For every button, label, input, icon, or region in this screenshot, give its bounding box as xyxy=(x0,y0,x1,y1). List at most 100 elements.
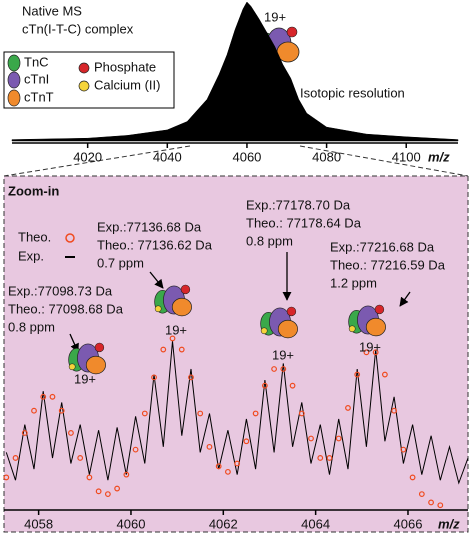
legend-box xyxy=(3,51,175,109)
theo-point xyxy=(345,405,351,411)
charge-label: 19+ xyxy=(359,339,381,354)
theo-point xyxy=(58,407,65,414)
theo-point xyxy=(400,446,407,453)
theo-point xyxy=(123,471,130,478)
theo-point xyxy=(409,474,416,481)
mass-annotation: Theo.: 77216.59 Da xyxy=(330,257,446,272)
theo-point xyxy=(363,349,370,356)
x-tick-label: 4060 xyxy=(232,149,261,164)
theo-point xyxy=(12,455,19,461)
legend-label: Calcium (II) xyxy=(94,77,160,92)
charge-label: 19+ xyxy=(165,322,187,337)
panel-title: Zoom-in xyxy=(8,183,59,198)
x-tick-label: 4100 xyxy=(392,149,421,164)
annotation: Native MS xyxy=(22,3,82,18)
theo-point xyxy=(289,382,296,389)
theo-point xyxy=(197,410,204,417)
x-axis-label: m/z xyxy=(438,516,460,531)
annotation: cTn(I-T-C) complex xyxy=(22,21,134,36)
zoom-connector xyxy=(299,145,469,177)
theo-point xyxy=(391,407,398,414)
legend-swatch xyxy=(7,71,21,89)
x-tick-label: 4062 xyxy=(209,516,238,531)
theo-point xyxy=(215,463,222,470)
theo-point xyxy=(160,346,167,353)
theo-point xyxy=(114,485,121,492)
legend-swatch xyxy=(7,89,21,107)
legend-swatch xyxy=(7,54,21,72)
theo-point xyxy=(3,474,10,481)
mass-annotation: Exp.:77136.68 Da xyxy=(97,219,202,234)
mass-annotation: Exp.:77098.73 Da xyxy=(8,283,113,298)
legend-label: TnC xyxy=(24,54,49,69)
legend-swatch xyxy=(78,62,90,74)
theo-point xyxy=(317,455,324,461)
theo-point xyxy=(95,488,102,495)
theo-point xyxy=(381,371,388,378)
legend-label: Theo. xyxy=(18,229,51,244)
theo-point xyxy=(188,374,194,381)
theo-point xyxy=(243,438,250,445)
theo-point xyxy=(252,410,259,417)
annotation: Isotopic resolution xyxy=(300,85,405,100)
x-tick-label: 4080 xyxy=(312,149,341,164)
mass-annotation: Theo.: 77098.68 Da xyxy=(8,301,124,316)
legend-swatch xyxy=(65,233,75,243)
theo-point xyxy=(418,491,425,498)
mass-annotation: 1.2 ppm xyxy=(330,275,377,290)
theo-point xyxy=(372,349,379,356)
theo-point xyxy=(326,455,333,461)
mass-annotation: 0.8 ppm xyxy=(246,233,293,248)
legend-label: Phosphate xyxy=(94,59,156,74)
theo-point xyxy=(428,499,434,506)
x-axis-label: m/z xyxy=(428,149,450,164)
x-tick-label: 4064 xyxy=(301,516,330,531)
theo-point xyxy=(132,446,139,453)
legend-label: cTnT xyxy=(24,89,54,104)
theo-point xyxy=(206,443,213,450)
theo-point xyxy=(86,474,93,481)
theo-point xyxy=(261,382,268,389)
x-tick-label: 4020 xyxy=(73,149,102,164)
theo-point xyxy=(151,374,157,381)
theo-point xyxy=(298,410,305,417)
mass-annotation: 0.7 ppm xyxy=(97,255,144,270)
mass-annotation: 0.8 ppm xyxy=(8,319,55,334)
x-tick-label: 4040 xyxy=(153,149,182,164)
x-tick-label: 4060 xyxy=(117,516,146,531)
theo-point xyxy=(169,335,176,342)
theo-point xyxy=(280,366,287,372)
theo-point xyxy=(234,460,241,467)
theo-point xyxy=(437,502,444,509)
theo-point xyxy=(40,393,47,400)
theo-point xyxy=(354,371,361,378)
charge-label: 19+ xyxy=(272,347,294,362)
legend-label: cTnI xyxy=(24,71,49,86)
x-tick-label: 4066 xyxy=(394,516,423,531)
spectrum-line xyxy=(5,341,469,485)
mass-annotation: Exp.:77178.70 Da xyxy=(246,197,351,212)
x-tick-label: 4058 xyxy=(24,516,53,531)
theo-point xyxy=(31,407,37,414)
arrow xyxy=(149,271,164,289)
mass-annotation: Theo.: 77178.64 Da xyxy=(246,215,362,230)
theo-point xyxy=(308,435,314,442)
theo-point xyxy=(141,410,148,417)
theo-point xyxy=(178,346,185,353)
theo-point xyxy=(104,491,111,498)
theo-point xyxy=(68,430,74,436)
legend-label: Exp. xyxy=(18,248,44,263)
arrow xyxy=(399,291,411,307)
mass-annotation: Theo.: 77136.62 Da xyxy=(97,237,213,252)
theo-point xyxy=(225,468,231,475)
annotation: 19+ xyxy=(264,9,286,24)
spectrum-area xyxy=(11,1,459,142)
theo-point xyxy=(335,435,342,442)
mass-annotation: Exp.:77216.68 Da xyxy=(330,239,435,254)
theo-point xyxy=(49,393,56,400)
theo-point xyxy=(77,455,84,461)
legend-swatch xyxy=(78,80,90,92)
theo-point xyxy=(271,366,277,372)
charge-label: 19+ xyxy=(74,371,96,386)
